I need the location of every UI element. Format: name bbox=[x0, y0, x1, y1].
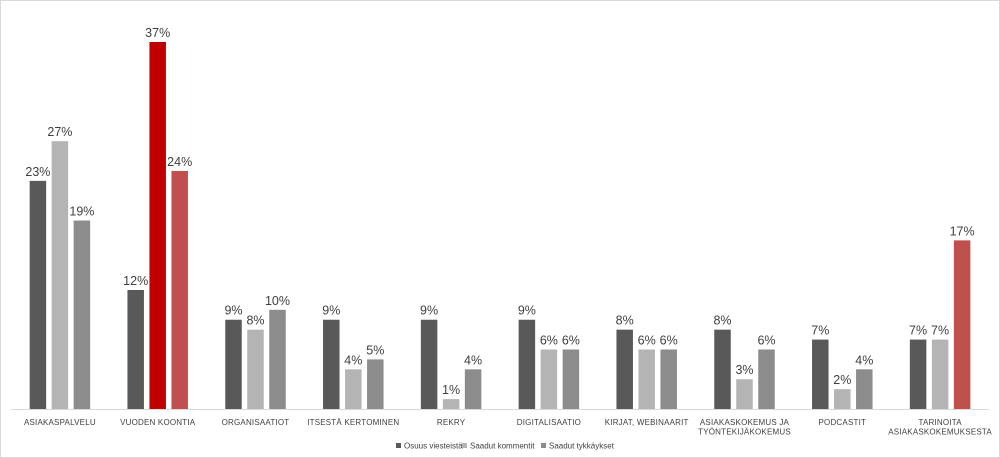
data-label: 4% bbox=[464, 353, 482, 367]
bar-kommentit-6 bbox=[638, 349, 655, 409]
data-label: 1% bbox=[442, 383, 460, 397]
bar-tykkaykset-2 bbox=[269, 309, 286, 409]
data-label: 5% bbox=[366, 343, 384, 357]
data-label: 24% bbox=[167, 155, 192, 169]
data-label: 8% bbox=[616, 314, 634, 328]
category-label: ASIAKASKOKEMUKSESTA bbox=[888, 428, 992, 437]
bar-tykkaykset-0 bbox=[73, 220, 91, 409]
bar-osuus-6 bbox=[616, 329, 633, 409]
data-label: 12% bbox=[123, 274, 148, 288]
bar-osuus-2 bbox=[225, 319, 242, 409]
bar-kommentit-7 bbox=[736, 379, 753, 409]
bar-tykkaykset-9 bbox=[953, 240, 971, 409]
category-label: ORGANISAATIOT bbox=[222, 418, 290, 427]
legend-swatch bbox=[541, 443, 546, 448]
data-label: 27% bbox=[47, 125, 72, 139]
bar-kommentit-8 bbox=[834, 389, 851, 409]
data-label: 6% bbox=[660, 333, 678, 347]
bar-tykkaykset-4 bbox=[464, 369, 482, 409]
bar-tykkaykset-6 bbox=[660, 349, 677, 409]
data-label: 37% bbox=[145, 26, 170, 40]
bar-kommentit-5 bbox=[540, 349, 558, 409]
data-label: 2% bbox=[833, 373, 851, 387]
bar-osuus-8 bbox=[812, 339, 829, 409]
data-label: 3% bbox=[735, 363, 753, 377]
legend-swatch bbox=[462, 443, 467, 448]
bar-tykkaykset-7 bbox=[758, 349, 775, 409]
legend-swatch bbox=[396, 443, 401, 448]
data-label: 6% bbox=[757, 333, 775, 347]
bar-osuus-1 bbox=[127, 289, 144, 409]
category-label: TYÖNTEKIJÄKOKEMUS bbox=[698, 428, 791, 437]
bar-tykkaykset-1 bbox=[171, 170, 188, 409]
data-label: 7% bbox=[931, 324, 949, 338]
bar-kommentit-0 bbox=[51, 141, 69, 409]
category-label: TARINOITA bbox=[918, 418, 962, 427]
legend-label: Osuus viesteistä bbox=[404, 442, 463, 451]
bar-osuus-5 bbox=[518, 319, 536, 409]
data-label: 6% bbox=[638, 333, 656, 347]
category-label: ITSESTÄ KERTOMINEN bbox=[307, 418, 399, 427]
category-label: VUODEN KOONTIA bbox=[120, 418, 196, 427]
bar-tykkaykset-3 bbox=[367, 359, 384, 409]
data-label: 17% bbox=[950, 224, 975, 238]
bar-tykkaykset-8 bbox=[856, 369, 873, 409]
bar-osuus-3 bbox=[323, 319, 340, 409]
category-label: REKRY bbox=[437, 418, 466, 427]
data-label: 23% bbox=[25, 165, 50, 179]
bar-kommentit-3 bbox=[345, 369, 362, 409]
bar-osuus-7 bbox=[714, 329, 731, 409]
data-label: 8% bbox=[713, 314, 731, 328]
data-label: 9% bbox=[518, 304, 536, 318]
data-label: 9% bbox=[322, 304, 340, 318]
data-label: 6% bbox=[540, 333, 558, 347]
data-label: 9% bbox=[224, 304, 242, 318]
bar-kommentit-4 bbox=[442, 399, 460, 409]
data-label: 10% bbox=[265, 294, 290, 308]
bar-osuus-4 bbox=[420, 319, 438, 409]
bar-tykkaykset-5 bbox=[562, 349, 580, 409]
data-label: 7% bbox=[909, 324, 927, 338]
category-label: KIRJAT, WEBINAARIT bbox=[605, 418, 689, 427]
bar-kommentit-9 bbox=[931, 339, 949, 409]
data-label: 4% bbox=[855, 353, 873, 367]
data-label: 6% bbox=[562, 333, 580, 347]
data-label: 9% bbox=[420, 304, 438, 318]
bar-kommentit-2 bbox=[247, 329, 264, 409]
category-label: ASIAKASKOKEMUS JA bbox=[700, 418, 790, 427]
legend-label: Saadut kommentit bbox=[470, 442, 535, 451]
data-label: 4% bbox=[344, 353, 362, 367]
legend-label: Saadut tykkäykset bbox=[549, 442, 615, 451]
bar-osuus-0 bbox=[29, 180, 47, 409]
bar-osuus-9 bbox=[909, 339, 927, 409]
data-label: 7% bbox=[811, 324, 829, 338]
bar-kommentit-1 bbox=[149, 42, 166, 409]
data-label: 8% bbox=[246, 314, 264, 328]
category-label: ASIAKASPALVELU bbox=[24, 418, 96, 427]
category-label: PODCASTIT bbox=[819, 418, 867, 427]
data-label: 19% bbox=[69, 205, 94, 219]
category-label: DIGITALISAATIO bbox=[517, 418, 581, 427]
